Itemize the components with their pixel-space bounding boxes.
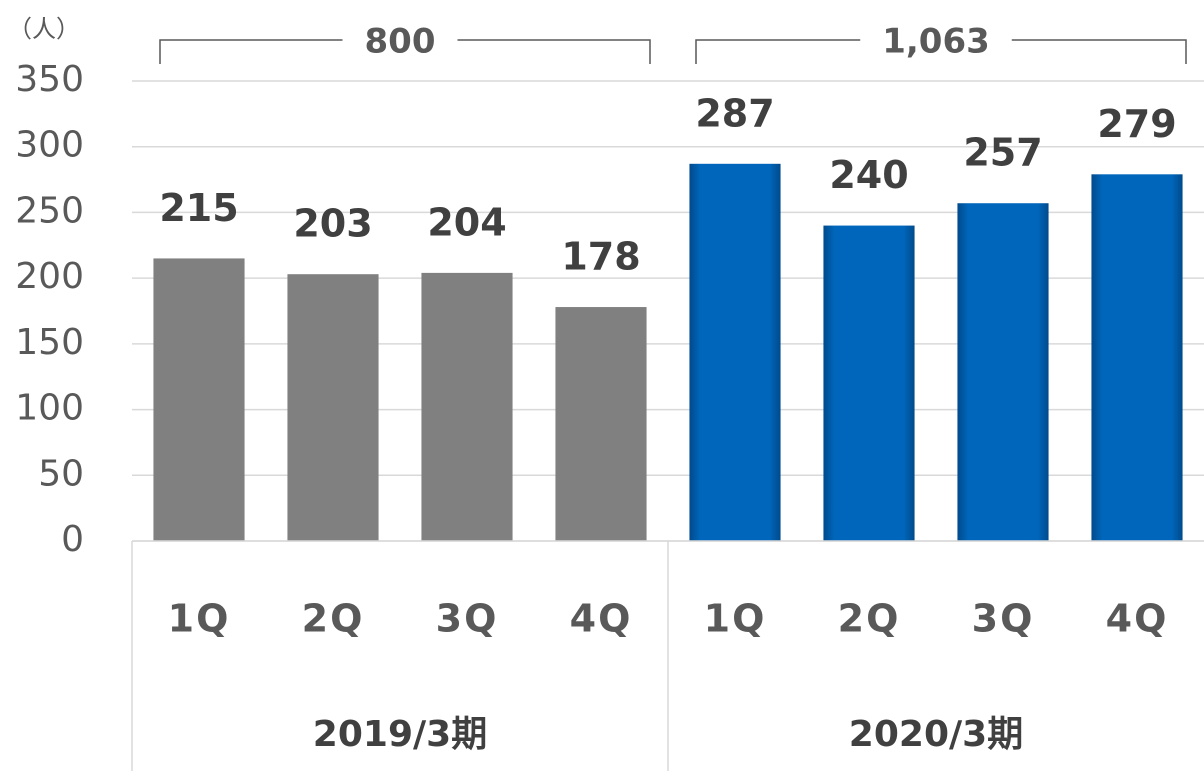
data-label: 215 — [159, 186, 238, 230]
x-tick-label: 4Q — [570, 597, 633, 641]
y-tick-label: 100 — [15, 388, 84, 429]
bar — [153, 258, 245, 541]
bar — [957, 203, 1049, 541]
x-tick-label: 1Q — [704, 597, 767, 641]
bar — [689, 163, 781, 542]
y-tick-label: 250 — [15, 190, 84, 231]
data-label: 203 — [293, 202, 372, 246]
data-label: 240 — [829, 153, 908, 197]
group-label: 2020/3期 — [849, 714, 1023, 755]
unit-label: （人） — [8, 15, 80, 43]
x-tick-label: 2Q — [838, 597, 901, 641]
y-tick-label: 0 — [61, 519, 84, 560]
data-label: 257 — [963, 131, 1042, 175]
data-label: 204 — [427, 200, 506, 244]
data-label: 287 — [695, 91, 774, 135]
bar — [823, 225, 915, 542]
group-total-label: 1,063 — [882, 22, 990, 62]
group-total-label: 800 — [365, 22, 436, 62]
bar — [287, 274, 379, 541]
data-label: 178 — [561, 235, 640, 279]
group-label: 2019/3期 — [313, 714, 487, 755]
group-total-bracket — [159, 39, 651, 64]
bar — [1091, 174, 1183, 542]
data-label: 279 — [1097, 102, 1176, 146]
x-tick-label: 3Q — [972, 597, 1035, 641]
x-tick-label: 3Q — [436, 597, 499, 641]
y-tick-label: 300 — [15, 125, 84, 166]
group-total-bracket — [695, 39, 1187, 64]
bar — [555, 307, 647, 541]
x-tick-label: 4Q — [1106, 597, 1169, 641]
y-tick-label: 350 — [15, 59, 84, 100]
y-tick-label: 50 — [38, 453, 84, 494]
bar — [421, 272, 513, 541]
x-tick-label: 2Q — [302, 597, 365, 641]
y-tick-label: 200 — [15, 256, 84, 297]
x-tick-label: 1Q — [168, 597, 231, 641]
y-tick-label: 150 — [15, 322, 84, 363]
